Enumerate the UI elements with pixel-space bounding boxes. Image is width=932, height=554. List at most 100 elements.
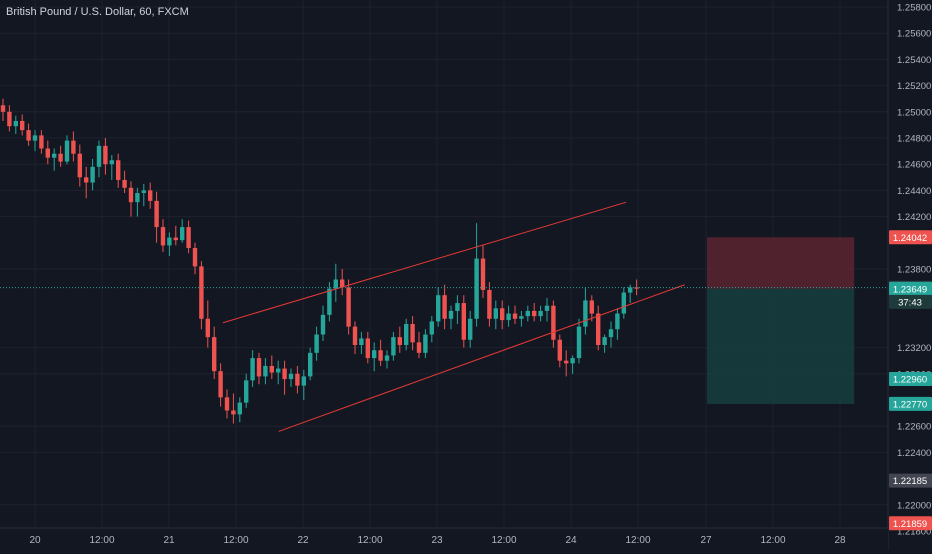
candle-body bbox=[20, 120, 25, 131]
candle-body bbox=[135, 193, 140, 203]
price-label-text: 1.22185 bbox=[893, 476, 927, 487]
candle-body bbox=[352, 326, 358, 345]
price-tick-label: 1.22400 bbox=[897, 448, 931, 459]
candle-body bbox=[474, 258, 479, 319]
candle-body bbox=[455, 303, 460, 311]
candle-body bbox=[570, 358, 575, 364]
candle-body bbox=[173, 237, 178, 241]
time-tick-label: 12:00 bbox=[223, 535, 248, 546]
candle-body bbox=[13, 120, 18, 127]
price-tick-label: 1.22000 bbox=[897, 500, 931, 511]
candle-body bbox=[192, 248, 198, 267]
candle-body bbox=[493, 308, 498, 319]
price-tick-label: 1.23800 bbox=[897, 265, 931, 276]
candle-body bbox=[429, 321, 434, 335]
candle-body bbox=[186, 227, 191, 249]
candle-body bbox=[141, 190, 146, 194]
candle-body bbox=[282, 368, 287, 380]
candle-body bbox=[525, 310, 530, 317]
candle-body bbox=[557, 339, 562, 361]
candle-body bbox=[404, 324, 409, 345]
candle-body bbox=[596, 313, 601, 345]
price-label-text: 1.22960 bbox=[893, 375, 927, 386]
candle-body bbox=[84, 177, 89, 183]
candle-body bbox=[58, 153, 63, 162]
candle-body bbox=[224, 397, 230, 411]
candle-body bbox=[308, 352, 313, 377]
candle-body bbox=[327, 288, 332, 315]
candle-body bbox=[77, 153, 82, 178]
price-tick-label: 1.23200 bbox=[897, 343, 931, 354]
price-tick-label: 1.25400 bbox=[897, 55, 931, 66]
candle-body bbox=[378, 350, 383, 361]
time-axis[interactable] bbox=[0, 528, 888, 550]
candle-body bbox=[583, 300, 588, 327]
candle-body bbox=[64, 140, 70, 162]
candle-body bbox=[416, 342, 422, 353]
candle-body bbox=[167, 237, 172, 246]
time-tick-label: 21 bbox=[163, 535, 175, 546]
candle-body bbox=[436, 295, 441, 322]
candle-body bbox=[154, 200, 159, 228]
candle-body bbox=[205, 318, 210, 338]
candle-body bbox=[39, 135, 44, 149]
candle-body bbox=[231, 410, 236, 415]
price-axis[interactable] bbox=[888, 0, 932, 550]
time-tick-label: 24 bbox=[565, 535, 577, 546]
candle-body bbox=[90, 166, 95, 183]
candle-body bbox=[301, 376, 306, 386]
candle-body bbox=[116, 160, 121, 180]
candle-body bbox=[295, 373, 300, 386]
candle-body bbox=[589, 300, 594, 314]
candle-body bbox=[519, 316, 524, 319]
candle-body bbox=[615, 313, 620, 330]
candle-body bbox=[538, 310, 543, 317]
price-tick-label: 1.24800 bbox=[897, 134, 931, 145]
candle-body bbox=[218, 371, 223, 398]
candle-body bbox=[180, 227, 185, 241]
price-tick-label: 1.24200 bbox=[897, 212, 931, 223]
candle-body bbox=[608, 329, 614, 338]
candle-body bbox=[628, 287, 633, 293]
channel-lines[interactable] bbox=[222, 201, 685, 432]
candle-body bbox=[365, 338, 370, 359]
candle-body bbox=[103, 145, 108, 165]
candle-body bbox=[500, 308, 505, 321]
price-tick-label: 1.25600 bbox=[897, 29, 931, 40]
candle-body bbox=[359, 338, 364, 345]
position-zones[interactable] bbox=[707, 237, 855, 404]
candle-body bbox=[576, 326, 582, 359]
time-tick-label: 22 bbox=[297, 535, 309, 546]
price-tick-label: 1.21800 bbox=[897, 527, 931, 538]
price-tick-label: 1.25000 bbox=[897, 107, 931, 118]
candle-body bbox=[397, 337, 402, 345]
price-label-text: 1.23649 bbox=[893, 284, 927, 295]
candle-body bbox=[391, 337, 396, 356]
candle-body bbox=[340, 279, 345, 288]
price-label-box bbox=[889, 516, 932, 531]
candle-body bbox=[250, 358, 255, 381]
price-tick-label: 1.24400 bbox=[897, 186, 931, 197]
stop-loss-zone bbox=[707, 237, 855, 289]
symbol-title[interactable]: British Pound / U.S. Dollar, 60, FXCM bbox=[6, 6, 189, 18]
channel-lower-line bbox=[278, 284, 685, 432]
price-tick-label: 1.24600 bbox=[897, 160, 931, 171]
candle-body bbox=[410, 324, 415, 343]
candle-body bbox=[256, 358, 262, 377]
candle-body bbox=[512, 313, 518, 319]
candle-body bbox=[564, 360, 569, 364]
candle-body bbox=[314, 334, 319, 353]
candle-body bbox=[71, 140, 76, 154]
price-tick-label: 1.25200 bbox=[897, 81, 931, 92]
time-tick-label: 12:00 bbox=[625, 535, 650, 546]
price-label-text: 1.24042 bbox=[893, 233, 927, 244]
price-label-text: 37:43 bbox=[898, 297, 922, 308]
candle-body bbox=[621, 292, 626, 314]
candle-body bbox=[122, 179, 127, 188]
time-tick-label: 12:00 bbox=[491, 535, 516, 546]
candle-body bbox=[276, 368, 281, 373]
price-tick-label: 1.25800 bbox=[897, 3, 931, 14]
channel-upper-line bbox=[222, 201, 627, 324]
